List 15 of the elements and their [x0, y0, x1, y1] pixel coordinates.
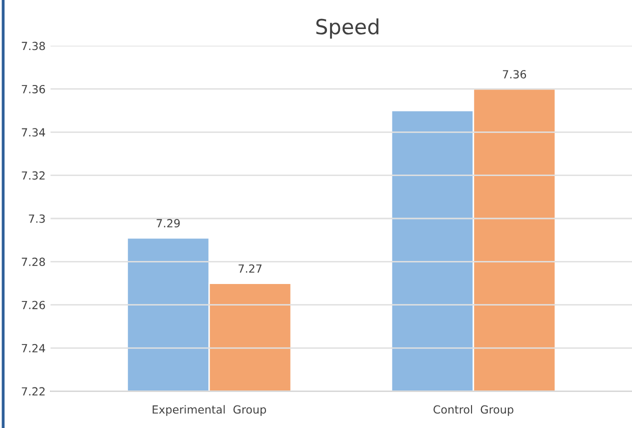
y-tick-label: 7.22 [22, 387, 45, 396]
y-tick-label: 7.24 [22, 344, 46, 352]
x-tick-label: Control Group [434, 405, 514, 416]
y-tick-label: 7.3 [28, 214, 45, 223]
y-tick-label: 7.36 [22, 84, 45, 94]
y-tick-label: 7.34 [22, 128, 46, 137]
data-label: 7.29 [156, 219, 180, 228]
chart-title: Speed [316, 18, 378, 39]
y-tick-label: 7.26 [22, 300, 45, 310]
data-label: 7.36 [502, 70, 526, 78]
y-tick-label: 7.38 [22, 42, 45, 50]
x-tick-label: Experimental Group [152, 405, 266, 416]
y-tick-label: 7.32 [22, 171, 45, 180]
data-label: 7.27 [238, 264, 262, 273]
y-tick-label: 7.28 [22, 258, 45, 266]
